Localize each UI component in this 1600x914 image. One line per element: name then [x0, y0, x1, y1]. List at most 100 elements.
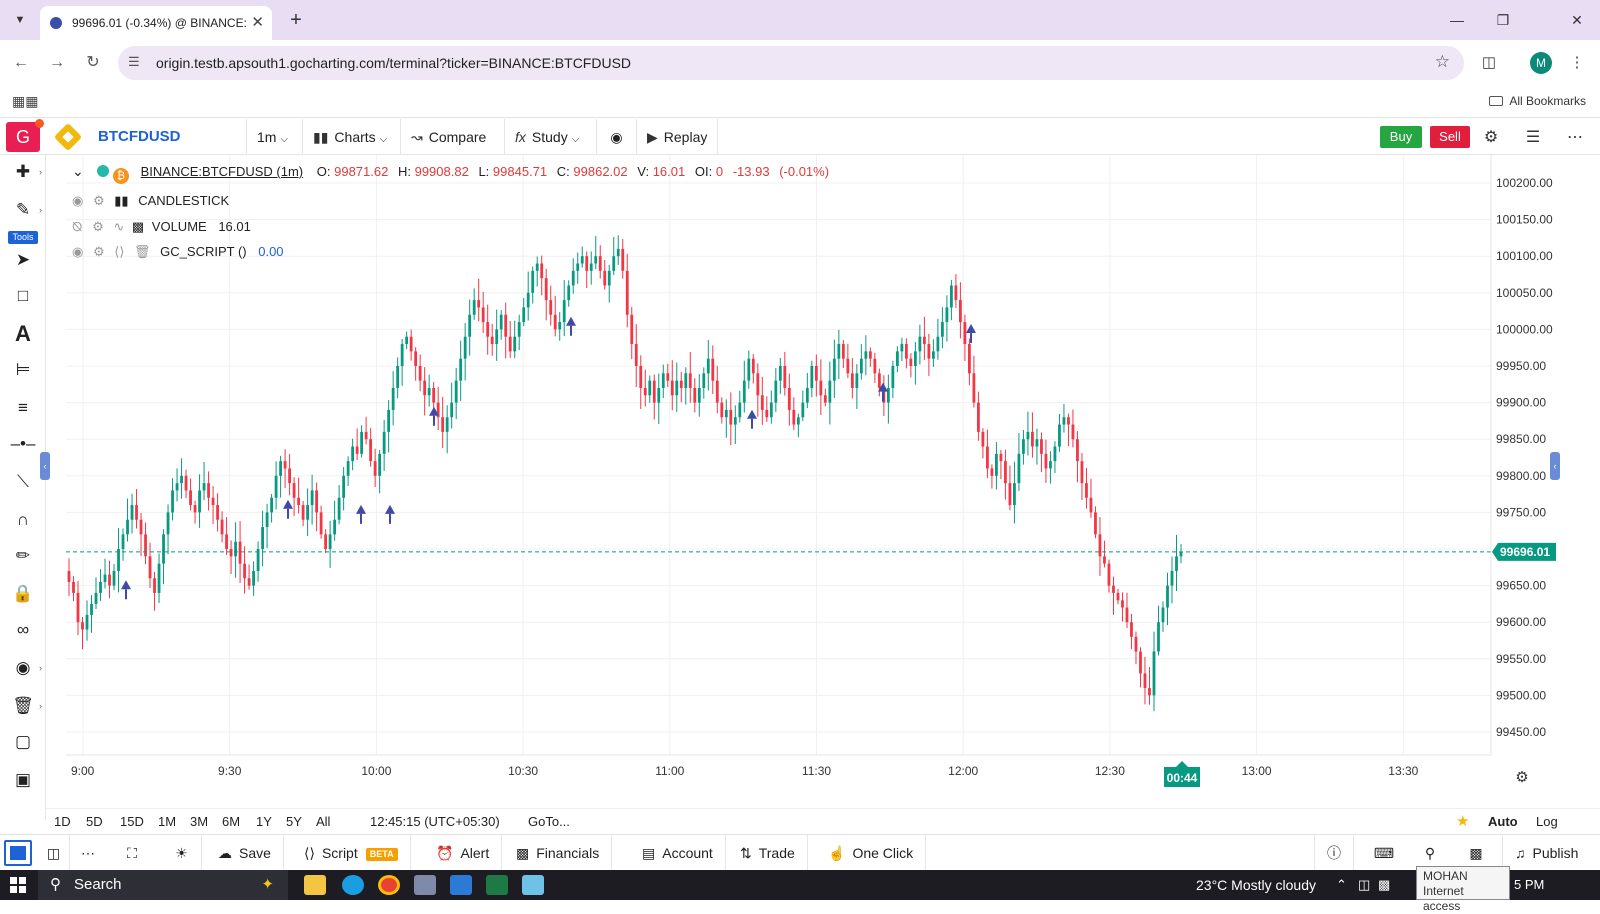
lightbulb-icon[interactable]: ⚲: [1424, 845, 1436, 861]
layout-single-icon[interactable]: [4, 840, 32, 866]
cursor-arrow-icon[interactable]: ➤: [15, 250, 31, 269]
url-text[interactable]: origin.testb.apsouth1.gocharting.com/ter…: [156, 55, 632, 71]
all-bookmarks[interactable]: All Bookmarks: [1489, 94, 1586, 108]
keyboard-icon[interactable]: ⌨: [1373, 845, 1395, 861]
trend-line-icon[interactable]: ⟍: [17, 472, 29, 491]
left-panel-collapse-icon[interactable]: ‹: [40, 452, 50, 480]
auto-scale-toggle[interactable]: Auto: [1488, 814, 1518, 829]
goto-button[interactable]: GoTo...: [528, 814, 570, 829]
symbol-name[interactable]: BTCFDUSD: [98, 128, 181, 145]
charts-button[interactable]: ▮▮ Charts ⌵: [302, 119, 397, 155]
browser-tab[interactable]: 99696.01 (-0.34%) @ BINANCE: ✕: [40, 6, 272, 40]
range-button-all[interactable]: All: [316, 814, 331, 829]
account-button[interactable]: ▤ Account: [630, 835, 726, 871]
trash-icon[interactable]: 🗑: [134, 244, 151, 259]
range-button-1y[interactable]: 1Y: [256, 814, 272, 829]
app-icon[interactable]: [414, 875, 436, 895]
interval-select[interactable]: 1m ⌵: [246, 119, 302, 155]
gocharting-logo[interactable]: G: [6, 119, 44, 152]
site-settings-icon[interactable]: ☰: [128, 54, 140, 69]
tray-clock[interactable]: 5 PM: [1514, 877, 1545, 892]
windows-start-icon[interactable]: [10, 877, 26, 893]
gear-icon[interactable]: ⚙: [92, 193, 105, 208]
financials-button[interactable]: ▩ Financials: [504, 835, 613, 871]
forward-arrow-icon[interactable]: →: [49, 54, 65, 71]
range-button-1m[interactable]: 1M: [158, 814, 177, 829]
file-explorer-icon[interactable]: [304, 875, 326, 895]
range-button-5y[interactable]: 5Y: [286, 814, 302, 829]
reload-icon[interactable]: ↻: [86, 54, 100, 71]
favorite-star-icon[interactable]: ★: [1456, 813, 1470, 830]
range-button-3m[interactable]: 3M: [190, 814, 209, 829]
study-row-volume[interactable]: ⦰ ⚙ ∿ ▩ VOLUME 16.01: [72, 214, 829, 240]
new-tab-plus-icon[interactable]: +: [290, 9, 302, 31]
back-arrow-icon[interactable]: ←: [13, 54, 29, 71]
log-scale-toggle[interactable]: Log: [1536, 814, 1558, 829]
time-axis[interactable]: 9:00 9:30 10:00 10:30 11:00 11:30 12:00 12:30 13…: [66, 754, 1491, 778]
script-button[interactable]: ⟨⟩ Script BETA: [292, 835, 411, 871]
excel-icon[interactable]: [486, 875, 508, 895]
range-button-1d[interactable]: 1D: [54, 814, 71, 829]
vscode-icon[interactable]: [450, 875, 472, 895]
zoom-cursor-icon[interactable]: ▣: [14, 770, 32, 789]
omnibox[interactable]: ☰ origin.testb.apsouth1.gocharting.com/t…: [118, 46, 1464, 80]
buy-button[interactable]: Buy: [1380, 126, 1422, 148]
link-icon[interactable]: ∞: [16, 620, 30, 639]
window-close-icon[interactable]: ✕: [1571, 12, 1583, 28]
legend-title[interactable]: BINANCE:BTCFDUSD (1m): [140, 164, 304, 179]
text-tool-icon[interactable]: A: [15, 321, 31, 346]
lock-icon[interactable]: 🔒: [12, 584, 34, 603]
theme-palette-icon[interactable]: ☀: [162, 835, 202, 871]
publish-button[interactable]: ♫ Publish: [1502, 835, 1590, 871]
gear-icon[interactable]: ⚙: [92, 219, 104, 234]
compare-button[interactable]: ↝ Compare: [400, 119, 496, 155]
crosshair-icon[interactable]: ✚ ›: [15, 162, 42, 181]
restore-icon[interactable]: ❐: [1496, 12, 1510, 28]
video-camera-icon[interactable]: ▩: [1469, 845, 1483, 861]
replay-button[interactable]: ▶ Replay: [636, 119, 719, 155]
range-button-15d[interactable]: 15D: [120, 814, 144, 829]
bookmark-star-icon[interactable]: ☆: [1434, 52, 1450, 71]
study-row-script[interactable]: ◉ ⚙ ⟨⟩ 🗑 GC_SCRIPT () 0.00: [72, 240, 829, 266]
taskbar-search[interactable]: ⚲ Search ✦: [38, 870, 288, 900]
collapse-chevron-icon[interactable]: ⌄: [72, 163, 84, 179]
parallel-lines-icon[interactable]: ≡: [18, 398, 28, 417]
study-button[interactable]: fx Study ⌵: [504, 119, 589, 155]
fullscreen-icon[interactable]: ⛶: [127, 845, 137, 861]
horizontal-line-icon[interactable]: –•–: [10, 434, 36, 453]
tab-search-chevron-icon[interactable]: ▼: [14, 14, 26, 26]
apps-grid-icon[interactable]: ▦▦: [12, 93, 39, 109]
more-dots-icon[interactable]: ⋯: [81, 845, 95, 861]
edge-browser-icon[interactable]: [342, 875, 364, 895]
study-row-candlestick[interactable]: ◉ ⚙ ▮▮ CANDLESTICK: [72, 188, 829, 214]
help-icon[interactable]: ⓘ: [1314, 835, 1354, 871]
pencil-icon[interactable]: ✎ ›: [15, 200, 42, 219]
eye-icon[interactable]: ◉: [72, 244, 84, 259]
settings-gear-icon[interactable]: ⚙: [1483, 129, 1499, 146]
notepad-icon[interactable]: [522, 875, 544, 895]
eye-icon[interactable]: ◉: [72, 193, 84, 208]
right-panel-expand-icon[interactable]: ‹: [1550, 452, 1560, 480]
price-axis[interactable]: 100200.00 100150.00 100100.00 100050.00 1000…: [1490, 155, 1553, 755]
layout-split-icon[interactable]: ◫: [38, 835, 70, 871]
eye-icon[interactable]: ◉ ›: [15, 658, 42, 677]
price-chart[interactable]: 100200.00 100150.00 100100.00 100050.00 1000…: [46, 155, 1600, 808]
tray-chevron-icon[interactable]: ⌃: [1336, 877, 1347, 892]
layers-icon[interactable]: ☰: [1525, 129, 1541, 146]
gear-icon[interactable]: ⚙: [92, 244, 105, 259]
save-button[interactable]: ☁ Save: [206, 835, 284, 871]
one-click-button[interactable]: ☝ One Click: [816, 835, 927, 871]
axis-settings-gear-icon[interactable]: ⚙: [1515, 769, 1528, 786]
code-icon[interactable]: ⟨⟩: [114, 244, 125, 259]
eye-hidden-icon[interactable]: ⦰: [72, 219, 83, 234]
magnet-icon[interactable]: ∩: [16, 510, 30, 529]
browser-menu-icon[interactable]: ⋮: [1569, 54, 1585, 71]
rectangle-icon[interactable]: □: [17, 286, 29, 305]
trade-button[interactable]: ⇅ Trade: [728, 835, 808, 871]
chrome-icon[interactable]: [378, 875, 400, 895]
tray-ime-icon[interactable]: ▩: [1378, 877, 1391, 892]
tab-close-icon[interactable]: ✕: [251, 14, 264, 31]
ruler-icon[interactable]: ▢: [14, 732, 32, 751]
weather-widget[interactable]: 23°C Mostly cloudy: [1196, 877, 1316, 893]
more-dots-icon[interactable]: ⋯: [1567, 129, 1583, 146]
